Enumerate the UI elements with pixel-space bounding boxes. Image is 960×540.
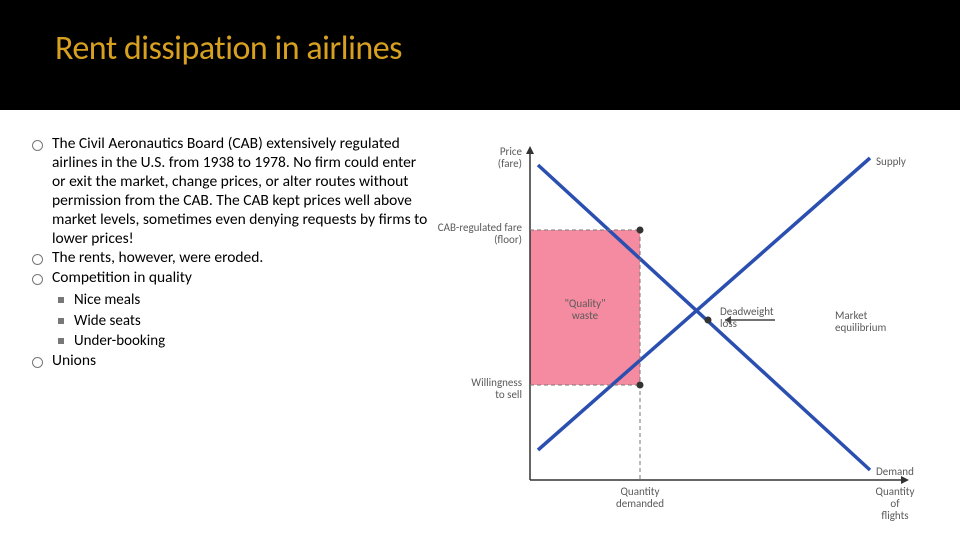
text-column: The Civil Aeronautics Board (CAB) extens… <box>0 135 430 540</box>
quality-waste-label: "Quality"waste <box>565 298 606 322</box>
bullet-list: The Civil Aeronautics Board (CAB) extens… <box>28 135 430 371</box>
willingness-label: Willingnessto sell <box>471 377 522 401</box>
list-item: The Civil Aeronautics Board (CAB) extens… <box>28 135 430 248</box>
supply-label: Supply <box>876 156 906 168</box>
sub-list-item: Nice meals <box>52 290 430 310</box>
list-item-label: Competition in quality <box>52 268 192 287</box>
page-title: Rent dissipation in airlines <box>55 28 960 69</box>
sub-list-item: Under-booking <box>52 331 430 351</box>
list-item: Unions <box>28 352 430 371</box>
deadweight-label: Deadweightloss <box>720 306 774 330</box>
content-area: The Civil Aeronautics Board (CAB) extens… <box>0 110 960 540</box>
market-eq-label: Marketequilibrium <box>835 310 886 334</box>
supply-demand-chart: Price(fare) Supply Demand CAB-regulated far… <box>430 140 930 540</box>
cab-fare-label: CAB-regulated fare(floor) <box>438 222 522 246</box>
chart-column: Price(fare) Supply Demand CAB-regulated far… <box>430 135 940 540</box>
list-item: Competition in quality Nice meals Wide s… <box>28 269 430 351</box>
y-axis-label: Price(fare) <box>498 146 522 170</box>
quantity-demanded-label: Quantitydemanded <box>616 486 664 510</box>
title-bar: Rent dissipation in airlines <box>0 0 960 110</box>
chart-svg <box>430 140 930 540</box>
sub-list-item: Wide seats <box>52 311 430 331</box>
demand-label: Demand <box>876 466 914 478</box>
sub-list: Nice meals Wide seats Under-booking <box>52 290 430 351</box>
quantity-flights-label: Quantity offlights <box>876 486 915 522</box>
list-item: The rents, however, were eroded. <box>28 249 430 268</box>
